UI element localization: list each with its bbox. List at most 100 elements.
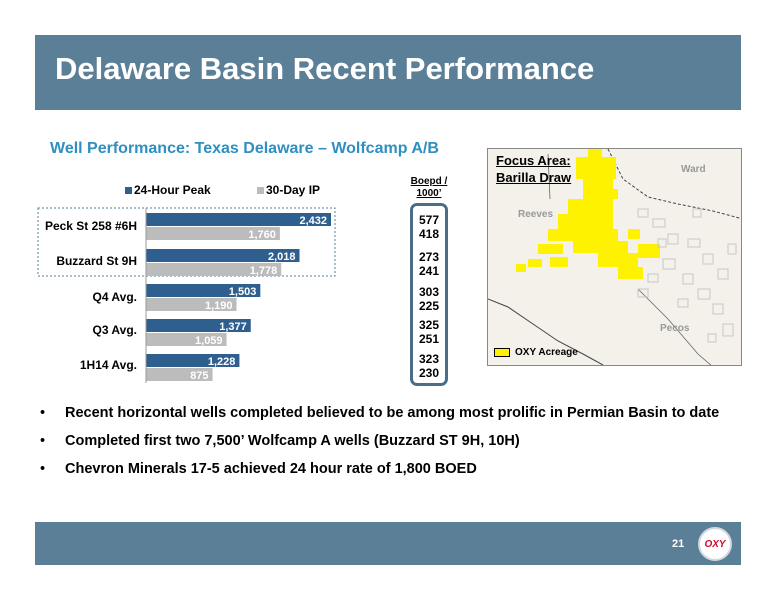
boepd-frame — [410, 203, 448, 386]
acreage-map: Focus Area: Barilla Draw Ward Reeves Pec… — [487, 148, 742, 366]
boepd-heading: Boepd / 1000’ — [410, 176, 448, 199]
acreage-block — [573, 241, 628, 253]
bar-ip — [146, 227, 280, 240]
bar-data-label: 1,760 — [248, 229, 276, 241]
bullet-text: Recent horizontal wells completed believ… — [65, 405, 720, 421]
bullet-item: • Chevron Minerals 17-5 achieved 24 hour… — [40, 459, 730, 479]
boepd-value: 241 — [418, 264, 440, 278]
lease-outline — [647, 273, 659, 283]
bullet-dot: • — [40, 405, 46, 421]
county-boundary-north — [607, 149, 741, 219]
lease-outline — [697, 288, 711, 300]
lease-outline — [712, 303, 724, 315]
lease-outline — [722, 323, 734, 337]
lease-outline — [707, 333, 717, 343]
map-title: Focus Area: Barilla Draw — [496, 152, 571, 186]
bullet-text: Chevron Minerals 17-5 achieved 24 hour r… — [65, 461, 477, 477]
legend-item-ip: 30-Day IP — [257, 183, 320, 197]
lease-outline — [692, 208, 702, 218]
lease-outline — [637, 288, 649, 298]
acreage-block — [548, 229, 618, 241]
page-number: 21 — [672, 538, 685, 550]
bar-data-label: 1,503 — [229, 286, 257, 298]
bar-data-label: 1,059 — [195, 335, 223, 347]
acreage-block — [516, 264, 526, 272]
acreage-block — [618, 267, 643, 279]
lease-outline — [662, 258, 676, 270]
bar-ip — [146, 263, 282, 276]
category-label: Q3 Avg. — [92, 323, 137, 337]
map-label-pecos: Pecos — [660, 323, 690, 334]
footer-bar: 21 OXY — [35, 522, 741, 565]
boepd-value: 251 — [418, 332, 440, 346]
category-label: Q4 Avg. — [92, 290, 137, 304]
boepd-value: 225 — [418, 299, 440, 313]
lease-outline — [687, 238, 701, 248]
map-label-ward: Ward — [681, 164, 706, 175]
map-legend: OXY Acreage — [494, 347, 578, 358]
bullet-dot: • — [40, 461, 46, 477]
acreage-block — [638, 244, 660, 258]
river-line — [637, 288, 712, 365]
bullet-list: • Recent horizontal wells completed beli… — [40, 403, 730, 487]
bar-peak — [146, 284, 261, 297]
acreage-block — [606, 189, 618, 199]
boepd-value: 323 — [418, 352, 440, 366]
acreage-block — [550, 257, 568, 267]
lease-grid — [637, 208, 737, 343]
boepd-value: 303 — [418, 285, 440, 299]
acreage-block — [583, 179, 613, 199]
acreage-block — [568, 199, 613, 214]
acreage-block — [538, 244, 563, 254]
legend-swatch-ip — [257, 186, 264, 194]
legend-label-peak: 24-Hour Peak — [134, 183, 211, 197]
bar-peak — [146, 213, 331, 226]
oxy-logo: OXY — [698, 527, 732, 561]
acreage-block — [590, 219, 600, 239]
acreage-block — [528, 259, 542, 267]
acreage-swatch — [494, 348, 510, 357]
lease-outline — [637, 208, 649, 218]
acreage-block — [600, 165, 610, 173]
category-label: 1H14 Avg. — [79, 358, 137, 372]
boepd-value: 273 — [418, 250, 440, 264]
page-title: Delaware Basin Recent Performance — [55, 51, 595, 86]
bar-data-label: 1,377 — [219, 321, 247, 333]
acreage-block — [598, 253, 638, 267]
acreage-block — [588, 149, 602, 157]
bar-peak — [146, 319, 251, 332]
bullet-item: • Completed first two 7,500’ Wolfcamp A … — [40, 431, 730, 451]
bar-peak — [146, 354, 240, 367]
lease-outline — [667, 233, 679, 245]
lease-outline — [702, 253, 714, 265]
boepd-value: 230 — [418, 366, 440, 380]
lease-outline — [657, 238, 667, 248]
chart-title: Well Performance: Texas Delaware – Wolfc… — [50, 140, 439, 157]
map-legend-label: OXY Acreage — [515, 347, 578, 358]
lease-outline — [727, 243, 737, 255]
bar-data-label: 1,190 — [205, 300, 233, 312]
map-canvas — [488, 149, 741, 365]
logo-text: OXY — [704, 539, 726, 550]
acreage-block — [576, 157, 616, 179]
bullet-text: Completed first two 7,500’ Wolfcamp A we… — [65, 433, 520, 449]
map-title-line: Barilla Draw — [496, 170, 572, 185]
bar-data-label: 1,228 — [208, 356, 236, 368]
bar-ip — [146, 333, 227, 346]
boepd-value: 577 — [418, 213, 440, 227]
acreage-block — [558, 214, 613, 229]
lease-outline — [652, 218, 666, 228]
road-line — [547, 153, 551, 200]
boepd-value: 418 — [418, 227, 440, 241]
map-title-line: Focus Area: — [496, 153, 571, 168]
lease-outline — [677, 298, 689, 308]
bar-data-label: 1,778 — [250, 265, 278, 277]
bullet-item: • Recent horizontal wells completed beli… — [40, 403, 730, 423]
title-bar: Delaware Basin Recent Performance — [35, 35, 741, 110]
legend-item-peak: 24-Hour Peak — [125, 183, 211, 197]
bar-peak — [146, 249, 300, 262]
legend-label-ip: 30-Day IP — [266, 183, 321, 197]
bar-data-label: 2,018 — [268, 251, 296, 263]
bar-ip — [146, 368, 213, 381]
